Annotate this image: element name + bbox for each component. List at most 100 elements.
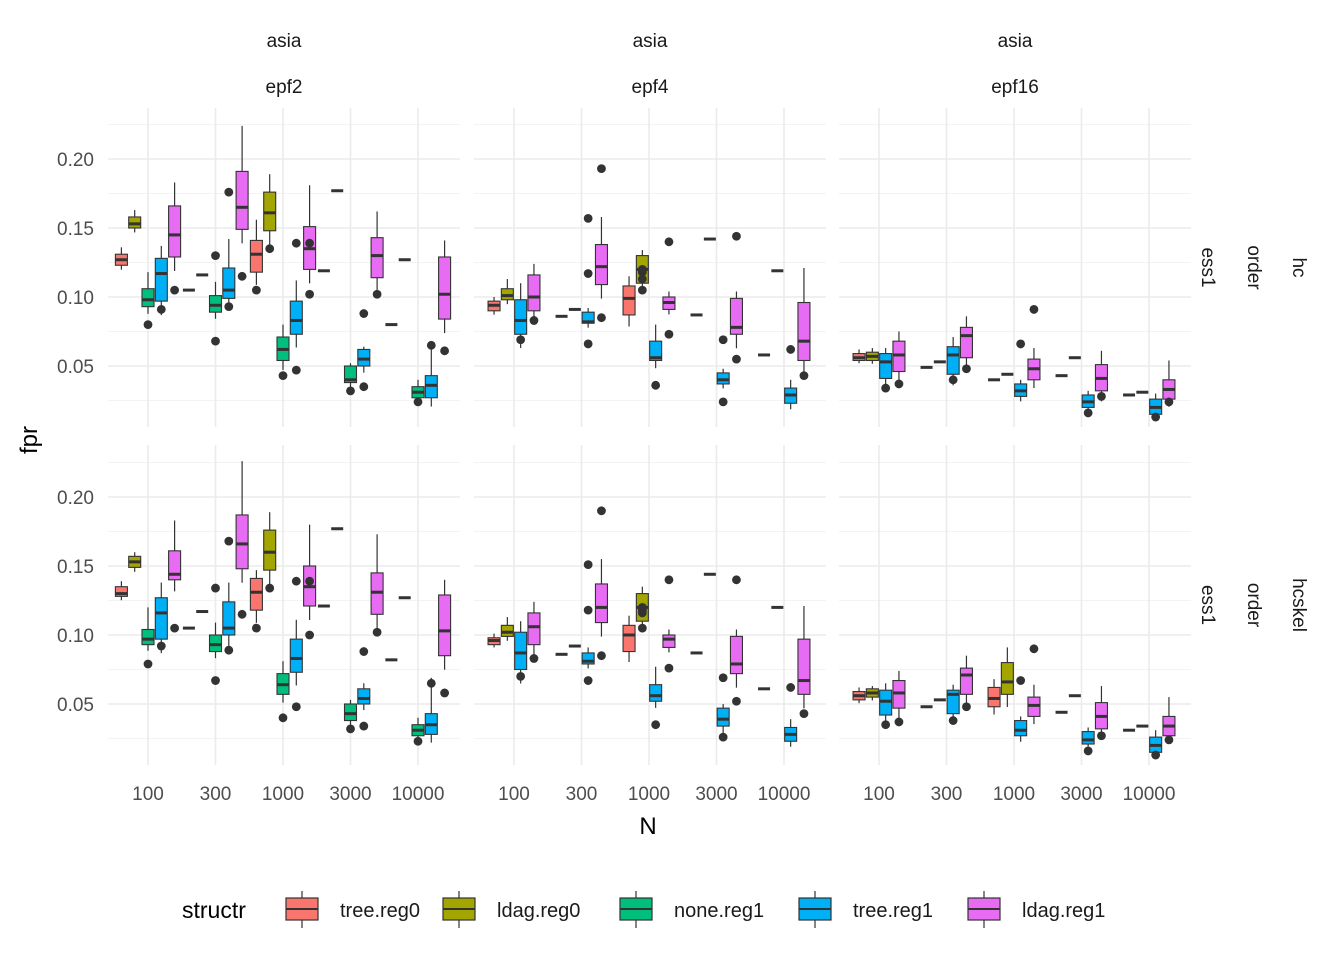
x-tick-label: 3000: [1060, 784, 1102, 805]
legend-label: tree.reg1: [853, 900, 933, 922]
outlier-point: [291, 238, 301, 248]
outlier-point: [664, 663, 674, 673]
box-ldag.reg0: [865, 348, 879, 364]
box-ldag.reg0: [865, 686, 879, 701]
box-ldag.reg0: [263, 174, 277, 254]
box-tree.reg1: [784, 683, 798, 747]
axes: fpr N 0.05 0.10 0.15 0.20 0.05 0.10 0.15 0.20 10…: [16, 150, 1175, 840]
box-ldag.reg1: [959, 655, 974, 712]
box-none.reg1: [208, 583, 223, 685]
outlier-point: [237, 271, 247, 281]
outlier-point: [305, 630, 314, 640]
box-none.reg1: [343, 699, 358, 734]
x-tick-label: 300: [931, 784, 963, 805]
outlier-point: [651, 720, 661, 730]
box-body: [729, 635, 744, 675]
y-tick-label: 0.10: [57, 288, 94, 309]
outlier-point: [372, 627, 382, 637]
y-tick-label: 0.10: [57, 626, 94, 647]
x-axis-title: N: [639, 813, 656, 840]
outlier-point: [583, 213, 593, 223]
outlier-point: [278, 371, 288, 381]
box-none.reg1: [276, 324, 290, 381]
strip-bottom-label: epf2: [266, 77, 303, 98]
box-none.reg1: [276, 661, 290, 723]
x-tick-label: 10000: [1123, 784, 1176, 805]
box-tree.reg1: [581, 213, 595, 349]
box-tree.reg1: [784, 345, 798, 410]
box-body: [235, 514, 249, 570]
box-body: [729, 297, 744, 335]
x-tick-label: 1000: [993, 784, 1035, 805]
box-tree.reg1: [424, 340, 438, 407]
outlier-point: [305, 238, 314, 248]
panel-1-2: [839, 445, 1191, 765]
box-body: [879, 353, 893, 379]
box-body: [622, 624, 636, 653]
panel-boxes-1-2: [852, 644, 1176, 760]
outlier-point: [718, 673, 728, 683]
panel-boxes-0-0: [114, 125, 452, 407]
box-ldag.reg1: [370, 211, 384, 299]
box-tree.reg1: [154, 582, 168, 654]
box-ldag.reg1: [729, 575, 744, 706]
outlier-point: [637, 603, 647, 612]
box-ldag.reg1: [892, 331, 906, 389]
outlier-point: [881, 720, 891, 730]
box-tree.reg0: [987, 679, 1001, 715]
box-body: [959, 326, 974, 359]
box-body: [946, 346, 960, 375]
box-ldag.reg1: [959, 316, 974, 374]
outlier-point: [278, 713, 288, 723]
box-ldag.reg1: [168, 520, 182, 633]
legend-label: ldag.reg0: [497, 900, 580, 922]
outlier-point: [948, 716, 958, 725]
x-tick-label: 100: [498, 784, 530, 805]
strip-row-label: order: [1243, 583, 1264, 628]
y-tick-label: 0.20: [57, 488, 94, 509]
box-ldag.reg1: [1162, 697, 1176, 745]
box-ldag.reg0: [635, 250, 649, 295]
box-tree.reg1: [879, 348, 893, 393]
outlier-point: [359, 721, 369, 731]
strip-top-label: asia: [633, 31, 668, 52]
y-tick-label: 0.15: [57, 219, 94, 240]
x-tick-label: 3000: [329, 784, 371, 805]
box-ldag.reg0: [128, 552, 142, 572]
outlier-point: [732, 696, 741, 706]
facet-strips: asia epf2 asia epf4 asia epf16 ess1 order hc ess1…: [266, 31, 1309, 632]
outlier-point: [1029, 644, 1039, 654]
y-tick-label: 0.15: [57, 557, 94, 578]
y-tick-label: 0.05: [57, 357, 94, 378]
outlier-point: [1029, 305, 1039, 314]
outlier-point: [516, 335, 526, 345]
x-tick-label: 300: [200, 784, 232, 805]
outlier-point: [799, 709, 809, 719]
outlier-point: [252, 285, 261, 295]
outlier-point: [440, 688, 449, 698]
outlier-point: [291, 576, 301, 586]
outlier-point: [426, 678, 436, 688]
outlier-point: [224, 187, 234, 197]
box-body: [662, 634, 676, 648]
panel-1-0: [108, 445, 460, 765]
box-tree.reg1: [581, 560, 595, 685]
box-body: [289, 300, 303, 335]
box-body: [649, 340, 663, 362]
box-body: [438, 256, 452, 320]
box-tree.reg0: [622, 615, 636, 663]
strip-row-label: ess1: [1197, 585, 1218, 625]
outlier-point: [799, 371, 809, 381]
outlier-point: [597, 313, 606, 323]
box-body: [263, 529, 277, 571]
box-body: [289, 638, 303, 673]
box-ldag.reg0: [1000, 647, 1014, 708]
outlier-point: [529, 654, 539, 663]
box-body: [154, 257, 168, 302]
box-tree.reg0: [852, 687, 866, 704]
outlier-point: [346, 724, 355, 734]
outlier-point: [305, 576, 314, 586]
box-ldag.reg0: [128, 210, 142, 233]
box-tree.reg1: [289, 576, 303, 712]
legend-title: structr: [182, 897, 246, 923]
